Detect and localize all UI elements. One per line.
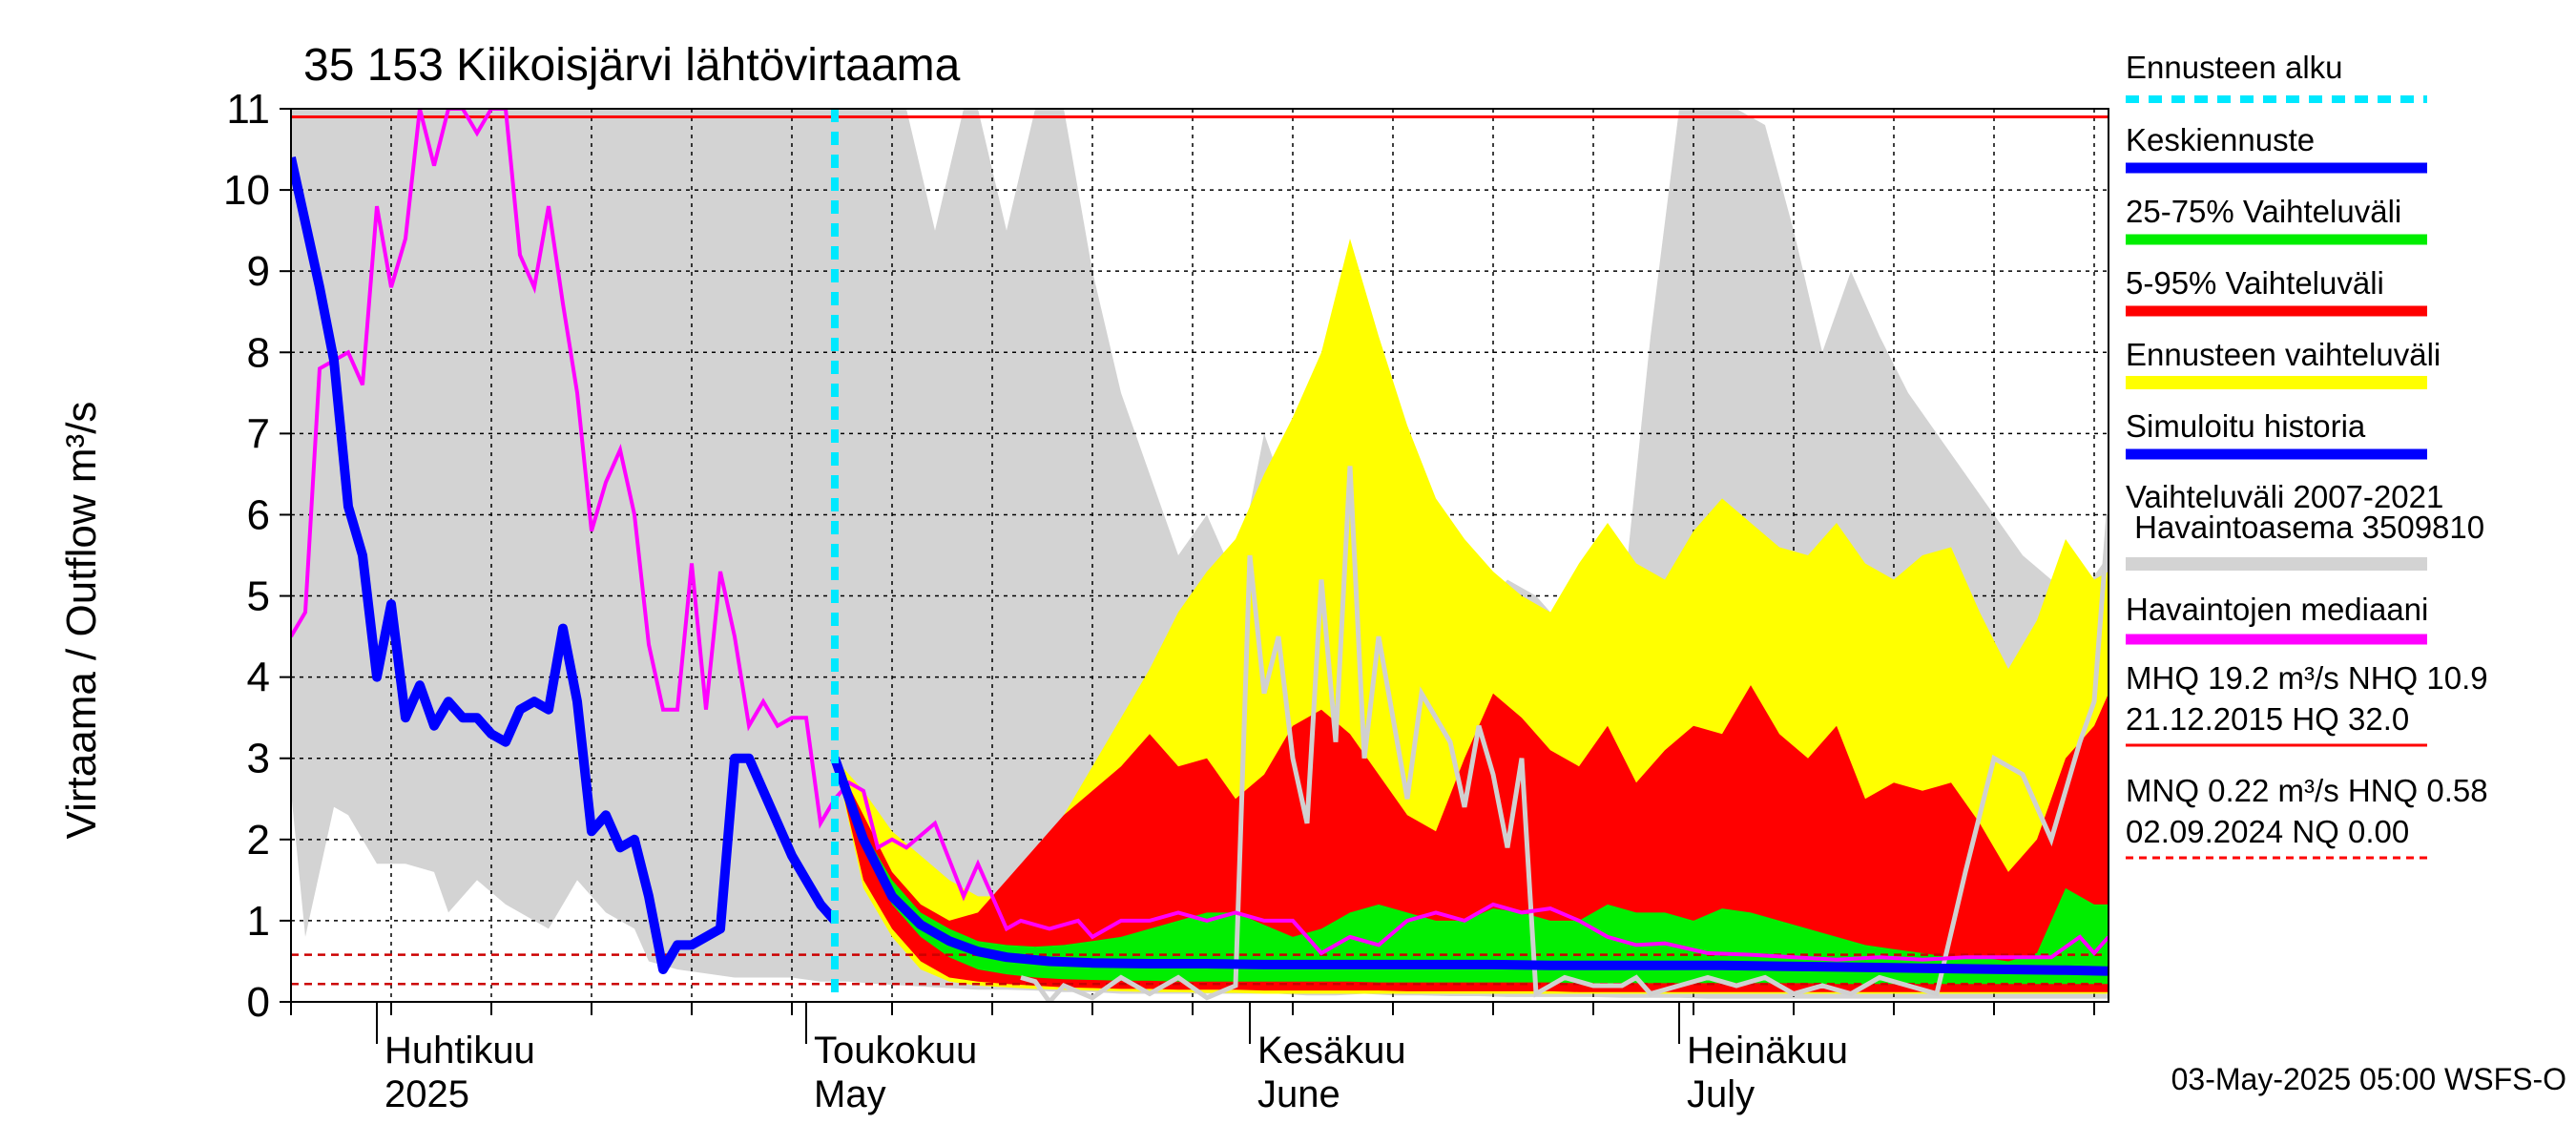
y-tick-label: 9 [247,248,270,295]
x-month-label-fi: Kesäkuu [1257,1030,1406,1072]
x-month-label-en: May [814,1073,886,1115]
footer-timestamp: 03-May-2025 05:00 WSFS-O [2171,1062,2566,1096]
legend-label: Ennusteen alku [2126,50,2343,85]
series-layer [291,109,2109,1002]
y-tick-label: 6 [247,491,270,538]
legend-label: MHQ 19.2 m³/s NHQ 10.9 [2126,660,2488,696]
band-forecast-5-95 [835,685,2109,992]
legend-label-secondary: Havaintoasema 3509810 [2126,510,2484,545]
y-tick-label: 8 [247,329,270,376]
y-tick-label: 10 [223,167,270,214]
legend-label: 25-75% Vaihteluväli [2126,194,2401,229]
band-forecast-25-75 [835,758,2109,985]
y-tick-label: 2 [247,817,270,864]
legend: Ennusteen alku Keskiennuste 25-75% Vaihtel… [2126,50,2488,860]
legend-label: 5-95% Vaihteluväli [2126,265,2384,301]
x-month-label-en: July [1687,1073,1755,1115]
x-month-label-en: June [1257,1073,1340,1115]
y-tick-label: 3 [247,736,270,782]
legend-label: MNQ 0.22 m³/s HNQ 0.58 [2126,773,2488,808]
legend-label: Ennusteen vaihteluväli [2126,337,2441,372]
line-observed-median [291,109,2109,962]
legend-label: Simuloitu historia [2126,408,2366,444]
x-month-label-fi: Heinäkuu [1687,1030,1848,1072]
line-forecast-mean [830,757,2109,976]
y-tick-label: 0 [247,979,270,1026]
plot-frame [290,108,2109,1003]
y-tick-label: 7 [247,410,270,457]
legend-label: Havaintojen mediaani [2126,592,2428,627]
chart-title: 35 153 Kiikoisjärvi lähtövirtaama [303,40,961,91]
x-month-label-fi: Huhtikuu [384,1030,535,1072]
x-month-label-en: 2025 [384,1073,469,1115]
y-tick-label: 11 [226,86,270,133]
legend-label-secondary: 21.12.2015 HQ 32.0 [2126,701,2409,737]
y-axis-label: Virtaama / Outflow m³/s [58,402,105,840]
x-month-label-fi: Toukokuu [814,1030,977,1072]
legend-label: Keskiennuste [2126,122,2315,157]
y-tick-label: 4 [247,655,270,701]
y-tick-label: 5 [247,573,270,620]
legend-label-secondary: 02.09.2024 NQ 0.00 [2126,814,2409,849]
line-simulated-history [291,156,839,974]
line-station-history [1020,466,2109,1002]
y-tick-label: 1 [247,898,270,945]
legend-label: Vaihteluväli 2007-2021 [2126,479,2443,514]
